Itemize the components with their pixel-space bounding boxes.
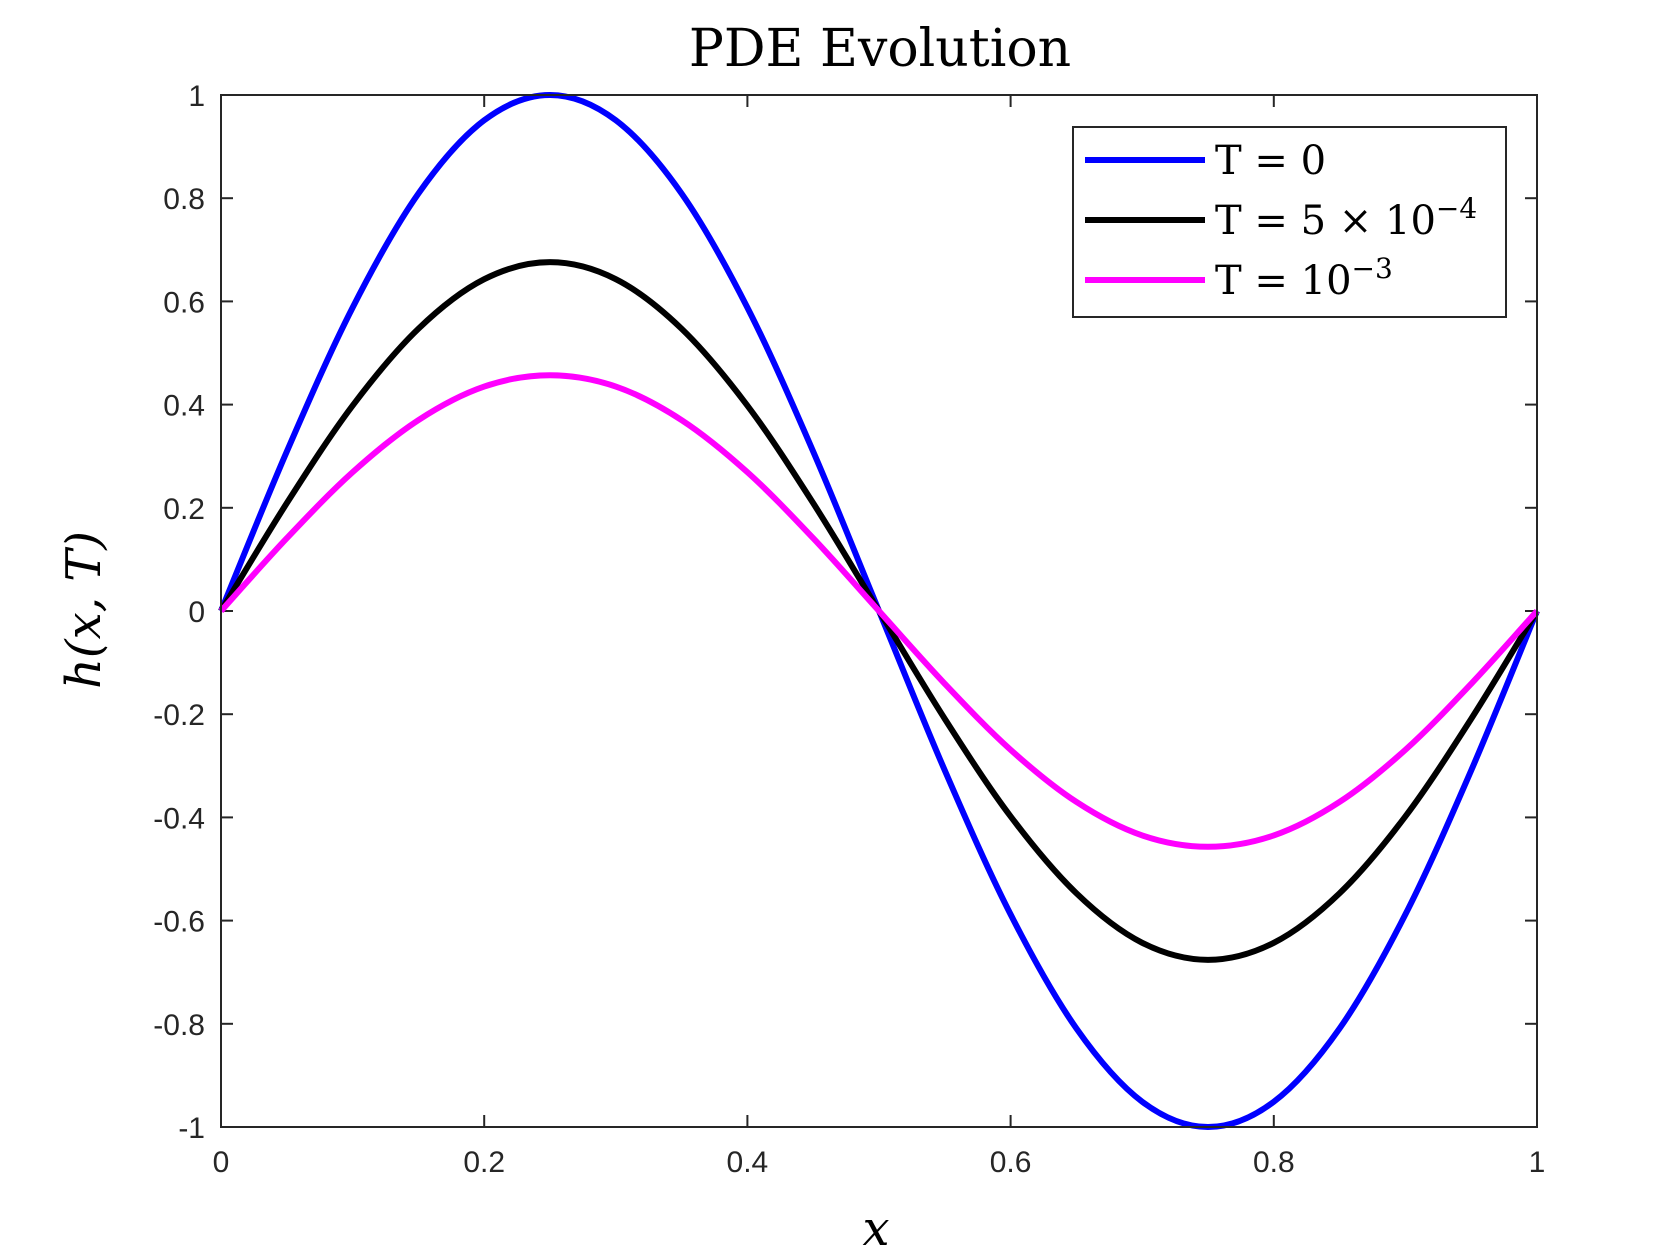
x-tick-label: 0.6	[990, 1146, 1032, 1179]
y-tick-label: -0.2	[153, 699, 205, 732]
y-tick-label: 0.2	[163, 493, 205, 526]
x-tick-label: 0.8	[1253, 1146, 1295, 1179]
legend-label-0: T = 0	[1215, 138, 1326, 184]
y-axis-label: h(x, T)	[56, 531, 112, 689]
legend: T = 0 T = 5 × 10−4 T = 10−3	[1072, 126, 1507, 318]
x-tick-label: 0.4	[727, 1146, 769, 1179]
y-tick-label: 1	[188, 80, 205, 113]
legend-label-2: T = 10−3	[1215, 252, 1393, 304]
axes-box	[220, 94, 1538, 1128]
y-tick-label: -1	[178, 1112, 205, 1145]
y-tick-label: -0.8	[153, 1009, 205, 1042]
y-tick-label: 0	[188, 596, 205, 629]
x-tick-label: 0	[213, 1146, 230, 1179]
x-axis-label: x	[862, 1201, 889, 1257]
axis-ticks: 0 0.2 0.4 0.6 0.8 1 -1 -0.8 -0.6 -0.4 -0.2 0 0.2 0.4 0…	[153, 80, 1545, 1179]
y-tick-label: -0.6	[153, 906, 205, 939]
x-tick-label: 0.2	[463, 1146, 505, 1179]
y-tick-label: 0.4	[163, 390, 205, 423]
chart-title: PDE Evolution	[689, 19, 1071, 79]
x-tick-label: 1	[1529, 1146, 1546, 1179]
legend-label-1: T = 5 × 10−4	[1215, 192, 1477, 244]
y-tick-label: 0.6	[163, 286, 205, 319]
y-tick-label: -0.4	[153, 802, 205, 835]
series-line-2	[218, 372, 1540, 850]
series-lines	[218, 92, 1540, 1130]
y-tick-label: 0.8	[163, 183, 205, 216]
